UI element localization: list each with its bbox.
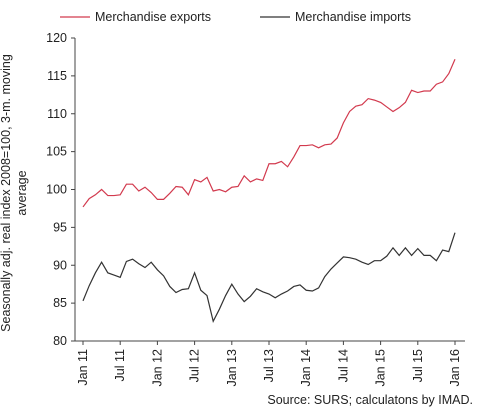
y-tick-label: 85 bbox=[53, 296, 67, 310]
y-tick-label: 105 bbox=[46, 145, 67, 159]
x-tick-label: Jul 14 bbox=[336, 349, 350, 382]
x-tick-label: Jan 13 bbox=[225, 349, 239, 387]
x-tick-label: Jul 11 bbox=[113, 349, 127, 381]
legend-label: Merchandise exports bbox=[95, 10, 211, 24]
x-tick-label: Jan 14 bbox=[299, 349, 313, 387]
legend-label: Merchandise imports bbox=[295, 10, 411, 24]
x-tick-label: Jul 15 bbox=[411, 349, 425, 382]
y-tick-label: 100 bbox=[46, 183, 67, 197]
x-tick-label: Jan 12 bbox=[150, 349, 164, 387]
x-tick-label: Jul 13 bbox=[262, 349, 276, 382]
y-tick-label: 90 bbox=[53, 258, 67, 272]
y-tick-label: 115 bbox=[47, 69, 67, 83]
y-tick-label: 120 bbox=[46, 31, 67, 45]
y-tick-label: 95 bbox=[53, 220, 67, 234]
series-line bbox=[82, 232, 456, 324]
y-tick-label: 80 bbox=[53, 334, 67, 348]
x-tick-label: Jan 16 bbox=[448, 349, 462, 387]
x-tick-label: Jan 15 bbox=[374, 349, 388, 387]
series-line bbox=[82, 58, 456, 208]
y-axis-title: Seasonally adj. real index 2008=100, 3-m… bbox=[0, 54, 29, 332]
x-tick-label: Jul 12 bbox=[188, 349, 202, 382]
x-tick-label: Jan 11 bbox=[76, 349, 90, 386]
y-tick-label: 110 bbox=[47, 107, 67, 121]
source: Source: SURS; calculatons by IMAD. bbox=[267, 393, 473, 407]
